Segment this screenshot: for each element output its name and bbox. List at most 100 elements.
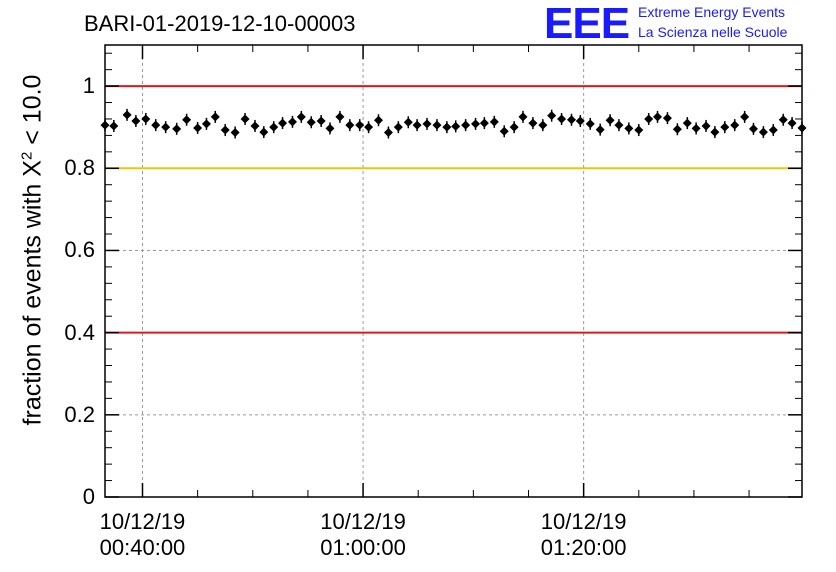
x-tick-date: 10/12/19 (540, 509, 627, 534)
marker (585, 119, 595, 129)
data-point (141, 112, 151, 125)
marker (778, 115, 788, 125)
marker (499, 126, 509, 136)
data-point (412, 119, 422, 132)
marker (250, 121, 260, 131)
marker (518, 112, 528, 122)
marker (720, 122, 730, 132)
data-point (778, 113, 788, 126)
marker (442, 122, 452, 132)
logo-line-1: Extreme Energy Events (638, 4, 786, 20)
marker (364, 122, 374, 132)
marker (325, 123, 335, 133)
data-point (250, 119, 260, 132)
data-point (605, 114, 615, 127)
marker (210, 112, 220, 122)
marker (422, 119, 432, 129)
data-point (595, 123, 605, 136)
plot-frame (104, 44, 803, 498)
marker (710, 127, 720, 137)
marker (672, 124, 682, 134)
data-point (518, 110, 528, 123)
data-point (575, 115, 585, 128)
data-point (691, 122, 701, 135)
data-point (432, 119, 442, 132)
data-point (364, 121, 374, 134)
y-tick-label: 0.4 (64, 319, 95, 345)
x-tick-date: 10/12/19 (99, 509, 186, 534)
data-point (489, 115, 499, 128)
data-point (528, 117, 538, 130)
reference-lines (105, 85, 802, 334)
data-point (748, 122, 758, 135)
marker (653, 112, 663, 122)
data-point (567, 113, 577, 126)
x-tick-label: 10/12/19 01:20:00 (514, 509, 654, 561)
marker (374, 115, 384, 125)
data-point (662, 112, 672, 125)
data-point (644, 112, 654, 125)
y-tick-label: 0.8 (64, 155, 95, 181)
data-point (383, 126, 393, 139)
data-point (547, 109, 557, 122)
y-axis-label-sup: 2 (18, 151, 36, 161)
marker (730, 120, 740, 130)
marker (758, 127, 768, 137)
eee-logo: EEE (544, 0, 630, 48)
data-point (461, 119, 471, 132)
data-point (720, 121, 730, 134)
data-point (355, 119, 365, 132)
data-point (701, 119, 711, 132)
marker (345, 120, 355, 130)
marker (748, 124, 758, 134)
x-tick-time: 01:00:00 (320, 535, 406, 560)
data-point (740, 110, 750, 123)
data-point (151, 119, 161, 132)
data-points (100, 108, 807, 139)
data-point (316, 115, 326, 128)
marker (201, 119, 211, 129)
data-point (210, 110, 220, 123)
data-point (278, 117, 288, 130)
marker (335, 112, 345, 122)
marker (355, 120, 365, 130)
y-axis-label-text: fraction of events with X (18, 160, 47, 426)
marker (479, 118, 489, 128)
marker (624, 123, 634, 133)
marker (768, 125, 778, 135)
data-point (269, 121, 279, 134)
data-point (306, 116, 316, 129)
data-point (220, 124, 230, 137)
marker (403, 117, 413, 127)
data-point (653, 110, 663, 123)
marker (316, 116, 326, 126)
data-point (682, 117, 692, 130)
marker (575, 116, 585, 126)
data-point (672, 123, 682, 136)
data-point (345, 119, 355, 132)
data-point (422, 117, 432, 130)
marker (634, 125, 644, 135)
marker (567, 115, 577, 125)
marker (383, 128, 393, 138)
data-point (201, 117, 211, 130)
data-point (393, 121, 403, 134)
y-tick-label: 1 (82, 73, 95, 99)
marker (557, 114, 567, 124)
marker (412, 120, 422, 130)
data-point (479, 117, 489, 130)
marker (269, 122, 279, 132)
marker (287, 117, 297, 127)
data-point (634, 124, 644, 137)
marker (278, 118, 288, 128)
marker (528, 118, 538, 128)
marker (662, 113, 672, 123)
data-point (403, 116, 413, 129)
data-point (335, 110, 345, 123)
marker (614, 120, 624, 130)
data-point (758, 126, 768, 139)
marker (240, 114, 250, 124)
data-point (259, 126, 269, 139)
marker (230, 128, 240, 138)
